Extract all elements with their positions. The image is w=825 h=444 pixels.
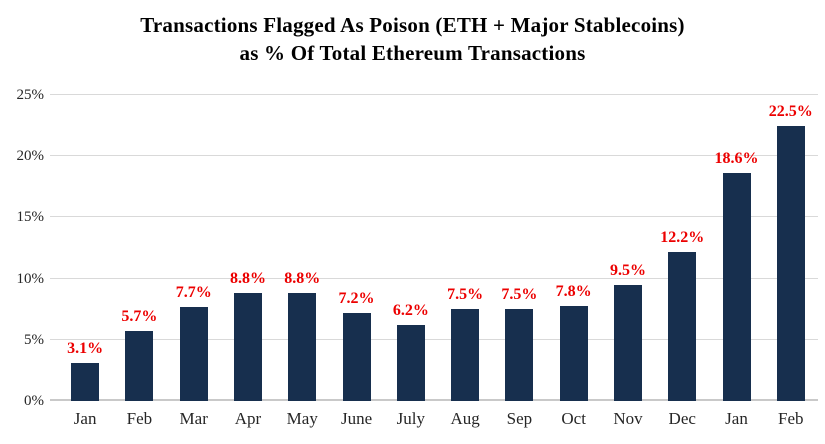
x-axis: Jan Feb Mar Apr May June July Aug Sep Oct Nov Dec Ja… [58, 409, 818, 429]
bar [451, 309, 480, 401]
bar [71, 363, 100, 401]
bar-data-label: 7.8% [555, 282, 592, 300]
y-tick-label: 25% [16, 87, 45, 103]
x-axis-line [50, 399, 818, 401]
bar-column: 7.5% [492, 95, 546, 401]
gridline [50, 277, 818, 279]
chart-title-line-1: Transactions Flagged As Poison (ETH + Ma… [140, 13, 685, 37]
bar-data-label: 5.7% [121, 308, 158, 326]
bar-data-label: 7.5% [501, 286, 538, 304]
bar-data-label: 12.2% [660, 228, 705, 246]
bar [722, 173, 751, 401]
bar-column: 12.2% [655, 95, 709, 401]
bar-column: 9.5% [601, 95, 655, 401]
bar-column: 8.8% [275, 95, 329, 401]
bar [179, 306, 208, 401]
gridline [50, 216, 818, 218]
bar-data-label: 8.8% [284, 270, 321, 288]
bar-column: 7.8% [547, 95, 601, 401]
plot-area: 3.1% 5.7% 7.7% 8.8% 8.8% 7.2% 6.2% 7.5% 7.5% 7.8%… [50, 94, 818, 401]
gridline [50, 338, 818, 340]
bar [776, 125, 805, 401]
bar-column: 6.2% [384, 95, 438, 401]
chart-title: Transactions Flagged As Poison (ETH + Ma… [0, 12, 825, 67]
bar [233, 293, 262, 401]
bar-data-label: 7.2% [338, 289, 375, 307]
bar-data-label: 18.6% [714, 150, 759, 168]
x-tick-label: July [396, 409, 425, 428]
y-tick-label: 15% [16, 209, 45, 226]
gridline [50, 155, 818, 157]
x-tick-label: Sep [506, 409, 533, 428]
bar-data-label: 7.7% [175, 283, 212, 301]
chart-title-line-2: as % Of Total Ethereum Transactions [239, 40, 586, 65]
bars-group: 3.1% 5.7% 7.7% 8.8% 8.8% 7.2% 6.2% 7.5% 7.5% 7.8%… [58, 95, 818, 401]
bar-column: 7.2% [329, 95, 383, 401]
x-tick-label: Feb [778, 409, 804, 428]
y-tick-label: 20% [16, 148, 45, 165]
x-tick-label: Jan [73, 409, 97, 428]
x-tick-label: Nov [613, 409, 643, 428]
bar-data-label: 8.8% [229, 270, 266, 288]
x-tick-label: May [286, 409, 318, 428]
bar-column: 18.6% [709, 95, 763, 401]
bar-column: 7.7% [167, 95, 221, 401]
bar-column: 7.5% [438, 95, 492, 401]
bar-column: 5.7% [112, 95, 166, 401]
bar-data-label: 6.2% [392, 302, 429, 320]
x-tick-label: June [340, 409, 373, 428]
x-tick-label: Feb [126, 409, 153, 428]
x-tick-label: Apr [234, 409, 262, 428]
bar-data-label: 9.5% [609, 261, 646, 279]
gridline [50, 94, 818, 95]
bar [396, 325, 425, 401]
x-tick-label: Oct [561, 409, 586, 428]
y-tick-label: 10% [16, 270, 45, 287]
bar [125, 331, 154, 401]
x-tick-label: Aug [450, 409, 480, 428]
bar-data-label: 3.1% [67, 340, 104, 358]
x-tick-label: Jan [725, 409, 748, 428]
bar [613, 284, 642, 401]
x-tick-label: Dec [668, 409, 696, 428]
y-tick-label: 0% [24, 393, 44, 409]
bar [505, 309, 534, 401]
x-tick-label: Mar [179, 409, 208, 428]
bar [342, 312, 371, 401]
bar-column: 8.8% [221, 95, 275, 401]
bar-column: 22.5% [764, 95, 818, 401]
bar-data-label: 7.5% [447, 286, 484, 304]
bar-column: 3.1% [58, 95, 112, 401]
bar [288, 293, 317, 401]
y-tick-label: 5% [24, 331, 44, 348]
bar [559, 305, 588, 401]
bar [668, 251, 697, 401]
bar-data-label: 22.5% [768, 102, 813, 120]
